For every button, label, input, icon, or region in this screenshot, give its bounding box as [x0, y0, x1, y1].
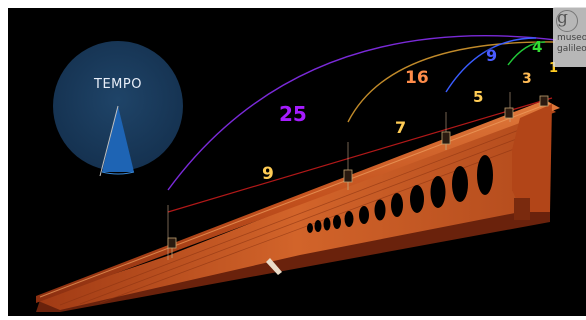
plane-openings	[307, 155, 493, 233]
tempo-sector	[102, 106, 134, 172]
museum-logo-mark: g	[556, 8, 578, 32]
arc-25	[167, 35, 557, 191]
cumulative-label: 25	[279, 102, 307, 126]
distance-label: 7	[395, 118, 407, 137]
cumulative-arcs	[167, 35, 557, 191]
cumulative-label: 9	[486, 46, 498, 65]
cumulative-label: 4	[532, 38, 543, 56]
distance-label: 1	[549, 61, 559, 76]
tempo-label: TEMPO	[94, 77, 142, 92]
arc-9	[445, 37, 537, 93]
bell-markers	[167, 95, 549, 258]
bell-marker	[343, 169, 353, 190]
museum-logo-line1: museo	[557, 33, 586, 43]
arc-4	[507, 41, 546, 66]
tempo-dial	[53, 41, 183, 177]
bell-marker	[539, 95, 549, 107]
museum-logo: g museo galileo	[553, 7, 586, 67]
cumulative-label: 16	[405, 68, 429, 88]
museum-logo-line2: galileo	[557, 44, 586, 54]
arc-16	[347, 41, 556, 123]
distance-label: 3	[522, 71, 532, 87]
bell-marker	[504, 107, 514, 119]
bell-marker	[441, 131, 451, 150]
distance-label: 9	[262, 164, 274, 184]
tempo-needle	[99, 105, 119, 177]
distance-label: 5	[473, 88, 484, 106]
inclined-plane	[36, 100, 560, 312]
bell-marker	[167, 237, 177, 258]
